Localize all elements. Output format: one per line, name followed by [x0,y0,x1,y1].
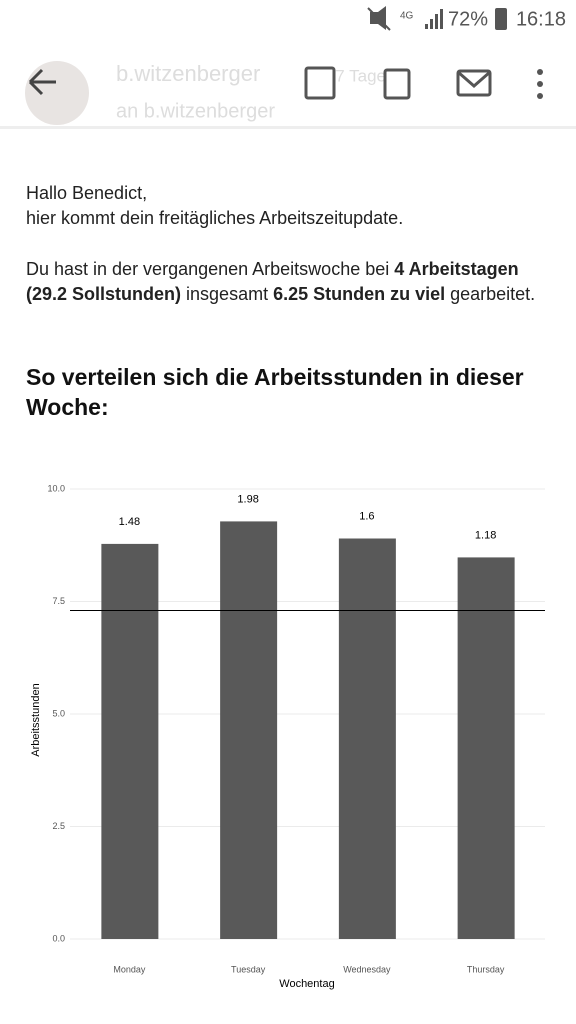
signal [435,14,438,29]
text: gearbeitet. [445,284,536,304]
status-icons: 4G 72% 16:18 [367,6,566,31]
x-tick-label: Thursday [467,964,505,974]
heading: So verteilen sich die Arbeitsstunden in … [26,364,524,420]
y-tick-label: 10.0 [47,483,65,493]
more-button[interactable] [537,69,543,99]
bar [220,521,278,939]
x-tick-label: Monday [113,964,146,974]
intro: hier kommt dein freitägliches Arbeitszei… [26,208,404,228]
battery-icon [495,8,507,30]
sender: b.witzenberger [116,61,260,86]
mail-flap [457,70,491,88]
y-axis-title: Arbeitsstunden [30,683,42,756]
bold-text: 4 Arbeitstagen (29.2 Sollstunden) [26,259,524,304]
signal [440,9,443,29]
x-tick-label: Wednesday [343,964,391,974]
archive-button[interactable] [304,66,336,100]
x-tick-label: Tuesday [231,964,266,974]
y-tick-label: 5.0 [52,708,65,718]
network: 4G [400,11,414,22]
signal [425,24,428,29]
bar-annotation: 1.6 [359,510,374,522]
x-axis-title: Wochentag [279,978,334,990]
bar-annotation: 1.98 [237,493,258,505]
greeting-block: Hallo Benedict, hier kommt dein freitägl… [26,181,556,231]
y-tick-label: 7.5 [52,596,65,606]
bar [101,543,159,939]
delete-button[interactable] [383,68,411,100]
battery-level: 72% [448,8,488,30]
signal [430,19,433,29]
mute-slash [367,7,391,31]
bar [457,557,515,939]
y-tick-label: 2.5 [52,821,65,831]
bar-annotation: 1.48 [119,516,140,528]
mark-unread-button[interactable] [456,69,492,97]
time: 16:18 [516,8,566,30]
text: Du hast in der vergangenen Arbeitswoche … [26,259,395,279]
bar-annotation: 1.18 [475,529,496,541]
text: insgesamt [181,284,274,304]
greeting: Hallo Benedict, [26,183,148,203]
bold-text: 6.25 Stunden zu viel [273,284,446,304]
back-button[interactable] [28,68,56,96]
bar [338,538,396,939]
avatar[interactable] [25,61,89,125]
summary: Du hast in der vergangenen Arbeitswoche … [26,257,556,307]
y-tick-label: 0.0 [52,933,65,943]
header-divider [0,126,576,129]
recipient: an b.witzenberger [116,100,275,122]
